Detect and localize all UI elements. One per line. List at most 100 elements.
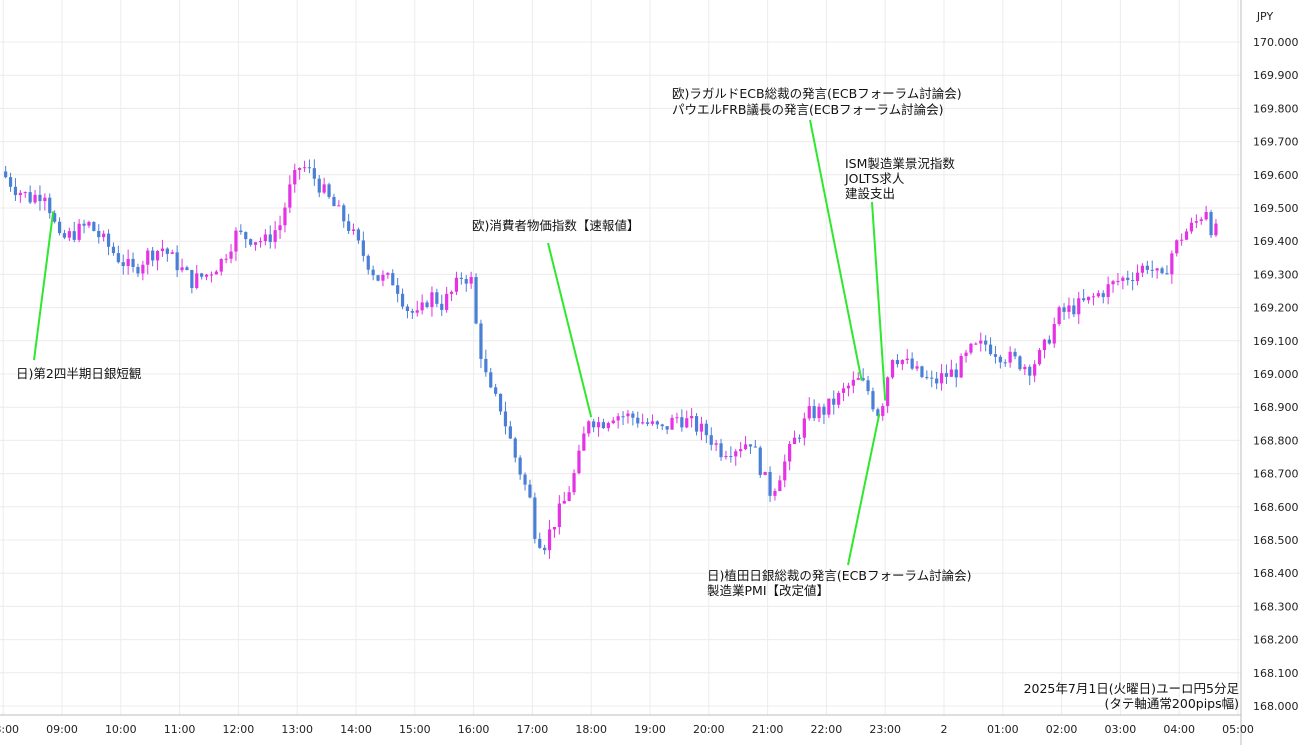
candle-body bbox=[969, 343, 973, 353]
time-tick-label: 23:00 bbox=[869, 723, 901, 736]
candle-body bbox=[371, 269, 375, 276]
price-tick-label: 169.000 bbox=[1253, 368, 1299, 381]
candle-body bbox=[513, 438, 517, 458]
candle-body bbox=[48, 197, 52, 214]
candle-body bbox=[1082, 298, 1086, 301]
caption-line1: 2025年7月1日(火曜日)ユーロ円5分足 bbox=[1024, 681, 1240, 696]
price-tick-label: 169.200 bbox=[1253, 302, 1299, 315]
candle-body bbox=[474, 277, 478, 324]
candle-body bbox=[366, 255, 370, 270]
candle-body bbox=[396, 285, 400, 294]
candle-body bbox=[783, 461, 787, 481]
candle-body bbox=[592, 421, 596, 428]
candle-body bbox=[1062, 307, 1066, 312]
candle-body bbox=[645, 422, 650, 424]
candle-body bbox=[1145, 265, 1149, 270]
candle-body bbox=[665, 426, 669, 430]
candle-body bbox=[1028, 366, 1032, 376]
candle-body bbox=[405, 306, 410, 312]
time-tick-label: 17:00 bbox=[517, 723, 549, 736]
candle-body bbox=[890, 359, 895, 378]
price-tick-label: 168.200 bbox=[1253, 634, 1299, 647]
candle-body bbox=[258, 241, 263, 243]
candle-body bbox=[508, 426, 512, 439]
candle-body bbox=[954, 369, 958, 378]
candle-body bbox=[4, 171, 8, 178]
candle-body bbox=[1047, 339, 1051, 344]
candle-body bbox=[106, 233, 111, 247]
candle-body bbox=[1214, 223, 1218, 236]
candle-body bbox=[807, 406, 811, 419]
candle-body bbox=[489, 372, 493, 388]
candle-body bbox=[557, 503, 561, 527]
candle-body bbox=[356, 229, 361, 241]
time-tick-label: 10:00 bbox=[105, 723, 137, 736]
time-tick-label: 09:00 bbox=[46, 723, 78, 736]
candle-body bbox=[239, 230, 243, 233]
candle-body bbox=[1175, 240, 1179, 254]
time-tick-label: 02:00 bbox=[1046, 723, 1078, 736]
candle-body bbox=[1116, 280, 1120, 282]
candle-body bbox=[861, 378, 865, 381]
candle-body bbox=[1121, 277, 1125, 281]
time-tick-label: 01:00 bbox=[987, 723, 1019, 736]
candle-body bbox=[151, 250, 155, 261]
annotation-ism: ISM製造業景況指数 bbox=[845, 156, 955, 171]
candle-body bbox=[915, 366, 919, 369]
candle-body bbox=[1037, 350, 1042, 365]
candle-body bbox=[386, 273, 390, 275]
candle-body bbox=[1150, 269, 1154, 271]
candle-body bbox=[1170, 253, 1174, 275]
candle-body bbox=[670, 417, 674, 430]
annotation-jolts: JOLTS求人 bbox=[844, 171, 905, 186]
candle-body bbox=[817, 406, 821, 419]
candle-body bbox=[440, 303, 444, 310]
candle-body bbox=[53, 213, 57, 222]
candle-body bbox=[812, 406, 816, 419]
candle-body bbox=[920, 366, 924, 377]
candle-body bbox=[155, 251, 160, 261]
annotation-leader-line bbox=[847, 413, 881, 566]
candle-body bbox=[523, 474, 527, 485]
candle-body bbox=[709, 435, 713, 445]
candle-body bbox=[895, 359, 900, 365]
annotation-leader-line bbox=[547, 242, 593, 418]
candle-body bbox=[1072, 305, 1076, 315]
price-tick-label: 169.100 bbox=[1253, 335, 1299, 348]
price-tick-label: 169.800 bbox=[1253, 102, 1299, 115]
candle-body bbox=[1067, 305, 1071, 312]
candle-body bbox=[351, 229, 356, 231]
candle-body bbox=[739, 449, 743, 452]
candle-body bbox=[337, 205, 341, 207]
candle-body bbox=[229, 251, 233, 259]
time-tick-label: 13:00 bbox=[281, 723, 313, 736]
time-tick-label: 05:00 bbox=[1222, 723, 1254, 736]
candle-body bbox=[160, 248, 165, 252]
candle-body bbox=[587, 421, 591, 434]
candle-body bbox=[577, 450, 581, 474]
candle-body bbox=[1140, 265, 1145, 273]
time-axis: 08:00 09:00 10:00 11:00 12:00 13:00 14:00 15:00… bbox=[0, 723, 1254, 736]
candle-body bbox=[959, 356, 963, 378]
candle-body bbox=[1086, 296, 1091, 301]
candle-body bbox=[449, 291, 454, 294]
candle-body bbox=[704, 423, 708, 436]
time-tick-label: 03:00 bbox=[1105, 723, 1137, 736]
time-tick-label: 12:00 bbox=[223, 723, 255, 736]
price-tick-label: 168.600 bbox=[1253, 501, 1299, 514]
candle-body bbox=[533, 497, 537, 539]
time-tick-label: 18:00 bbox=[575, 723, 607, 736]
candle-body bbox=[293, 169, 297, 185]
candle-body bbox=[792, 437, 797, 445]
time-tick-label: 2 bbox=[941, 723, 948, 736]
candle-body bbox=[317, 178, 321, 193]
candle-body bbox=[900, 359, 904, 365]
candle-body bbox=[469, 277, 473, 284]
price-tick-label: 168.300 bbox=[1253, 600, 1299, 613]
candle-body bbox=[97, 230, 101, 238]
candle-body bbox=[822, 406, 826, 415]
candle-body bbox=[1131, 280, 1135, 282]
candle-body bbox=[1204, 212, 1208, 220]
candle-body bbox=[552, 526, 557, 530]
candle-body bbox=[1057, 307, 1061, 324]
